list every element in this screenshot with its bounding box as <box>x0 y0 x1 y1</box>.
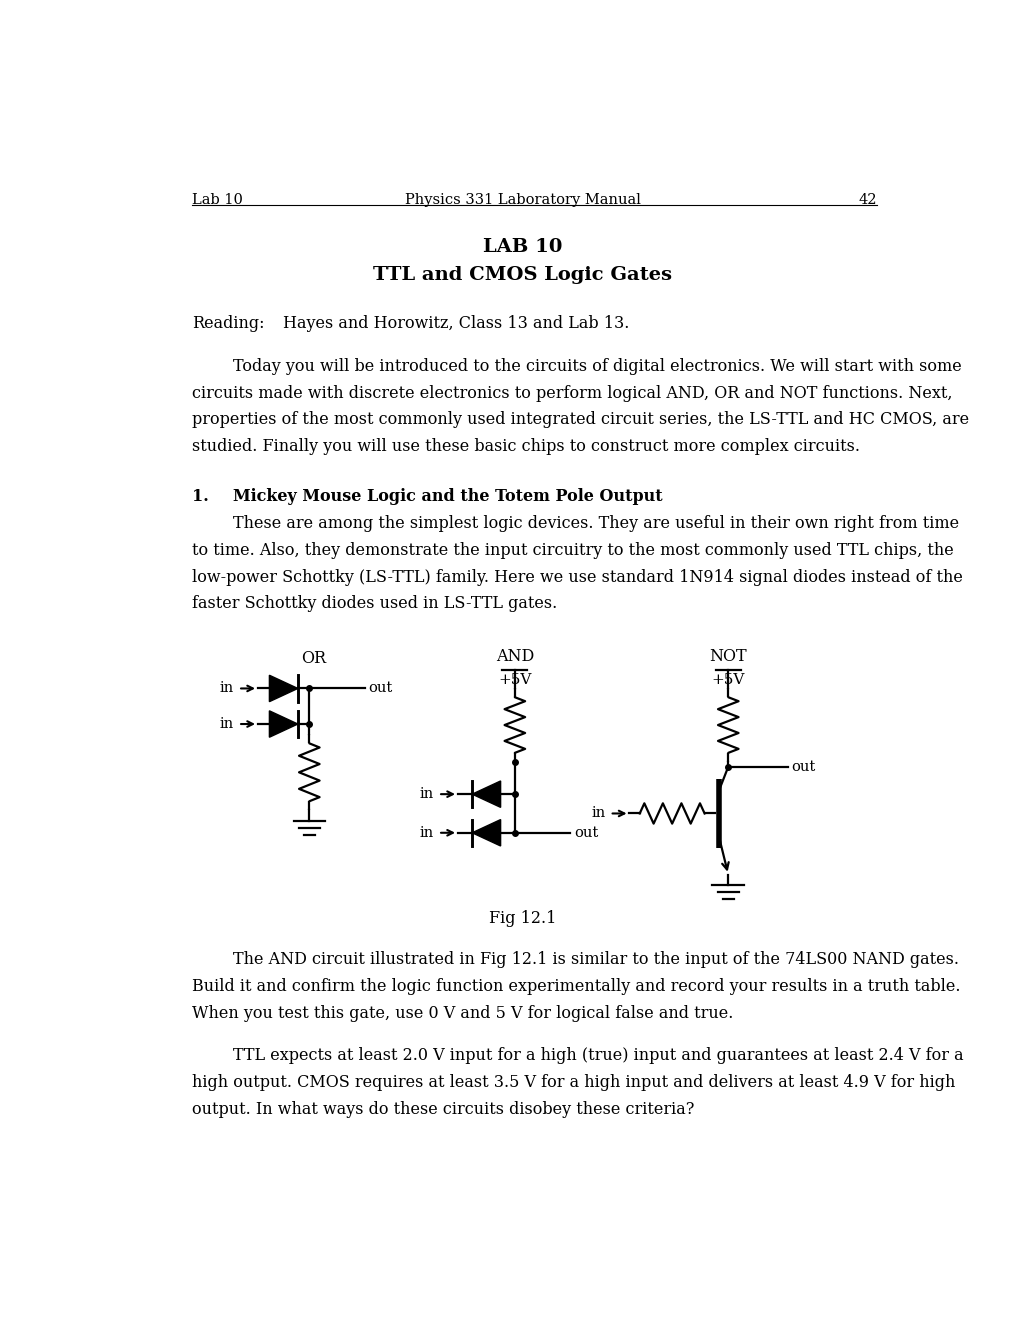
Text: in: in <box>420 787 434 801</box>
Text: Mickey Mouse Logic and the Totem Pole Output: Mickey Mouse Logic and the Totem Pole Ou… <box>233 487 662 504</box>
Text: in: in <box>220 717 234 731</box>
Text: out: out <box>368 681 392 696</box>
Text: studied. Finally you will use these basic chips to construct more complex circui: studied. Finally you will use these basi… <box>193 438 859 455</box>
Text: in: in <box>220 681 234 696</box>
Text: +5V: +5V <box>711 673 744 688</box>
Text: out: out <box>791 760 815 774</box>
Text: Physics 331 Laboratory Manual: Physics 331 Laboratory Manual <box>405 193 640 207</box>
Text: When you test this gate, use 0 V and 5 V for logical false and true.: When you test this gate, use 0 V and 5 V… <box>193 1005 733 1022</box>
Text: high output. CMOS requires at least 3.5 V for a high input and delivers at least: high output. CMOS requires at least 3.5 … <box>193 1073 955 1090</box>
Text: out: out <box>574 826 598 840</box>
Text: Hayes and Horowitz, Class 13 and Lab 13.: Hayes and Horowitz, Class 13 and Lab 13. <box>283 315 629 331</box>
Text: TTL expects at least 2.0 V input for a high (true) input and guarantees at least: TTL expects at least 2.0 V input for a h… <box>193 1047 963 1064</box>
Text: These are among the simplest logic devices. They are useful in their own right f: These are among the simplest logic devic… <box>193 515 959 532</box>
Text: OR: OR <box>301 649 325 667</box>
Polygon shape <box>269 676 298 702</box>
Text: Today you will be introduced to the circuits of digital electronics. We will sta: Today you will be introduced to the circ… <box>193 358 961 375</box>
Text: low-power Schottky (LS-TTL) family. Here we use standard 1N914 signal diodes ins: low-power Schottky (LS-TTL) family. Here… <box>193 569 962 586</box>
Text: Reading:: Reading: <box>193 315 265 331</box>
Text: The AND circuit illustrated in Fig 12.1 is similar to the input of the 74LS00 NA: The AND circuit illustrated in Fig 12.1 … <box>193 950 959 968</box>
Text: Fig 12.1: Fig 12.1 <box>488 909 556 927</box>
Polygon shape <box>472 781 500 808</box>
Text: Build it and confirm the logic function experimentally and record your results i: Build it and confirm the logic function … <box>193 978 960 995</box>
Text: LAB 10: LAB 10 <box>483 238 561 256</box>
Text: faster Schottky diodes used in LS-TTL gates.: faster Schottky diodes used in LS-TTL ga… <box>193 595 557 612</box>
Text: TTL and CMOS Logic Gates: TTL and CMOS Logic Gates <box>373 267 672 284</box>
Text: Lab 10: Lab 10 <box>193 193 243 207</box>
Polygon shape <box>472 820 500 846</box>
Text: properties of the most commonly used integrated circuit series, the LS-TTL and H: properties of the most commonly used int… <box>193 412 968 429</box>
Text: 1.: 1. <box>193 487 209 504</box>
Text: to time. Also, they demonstrate the input circuitry to the most commonly used TT: to time. Also, they demonstrate the inpu… <box>193 541 953 558</box>
Polygon shape <box>269 710 298 738</box>
Text: +5V: +5V <box>497 673 531 688</box>
Text: circuits made with discrete electronics to perform logical AND, OR and NOT funct: circuits made with discrete electronics … <box>193 384 952 401</box>
Text: 42: 42 <box>858 193 876 207</box>
Text: in: in <box>591 807 605 821</box>
Text: output. In what ways do these circuits disobey these criteria?: output. In what ways do these circuits d… <box>193 1101 694 1118</box>
Text: in: in <box>420 826 434 840</box>
Text: AND: AND <box>495 648 534 665</box>
Text: NOT: NOT <box>709 648 746 665</box>
